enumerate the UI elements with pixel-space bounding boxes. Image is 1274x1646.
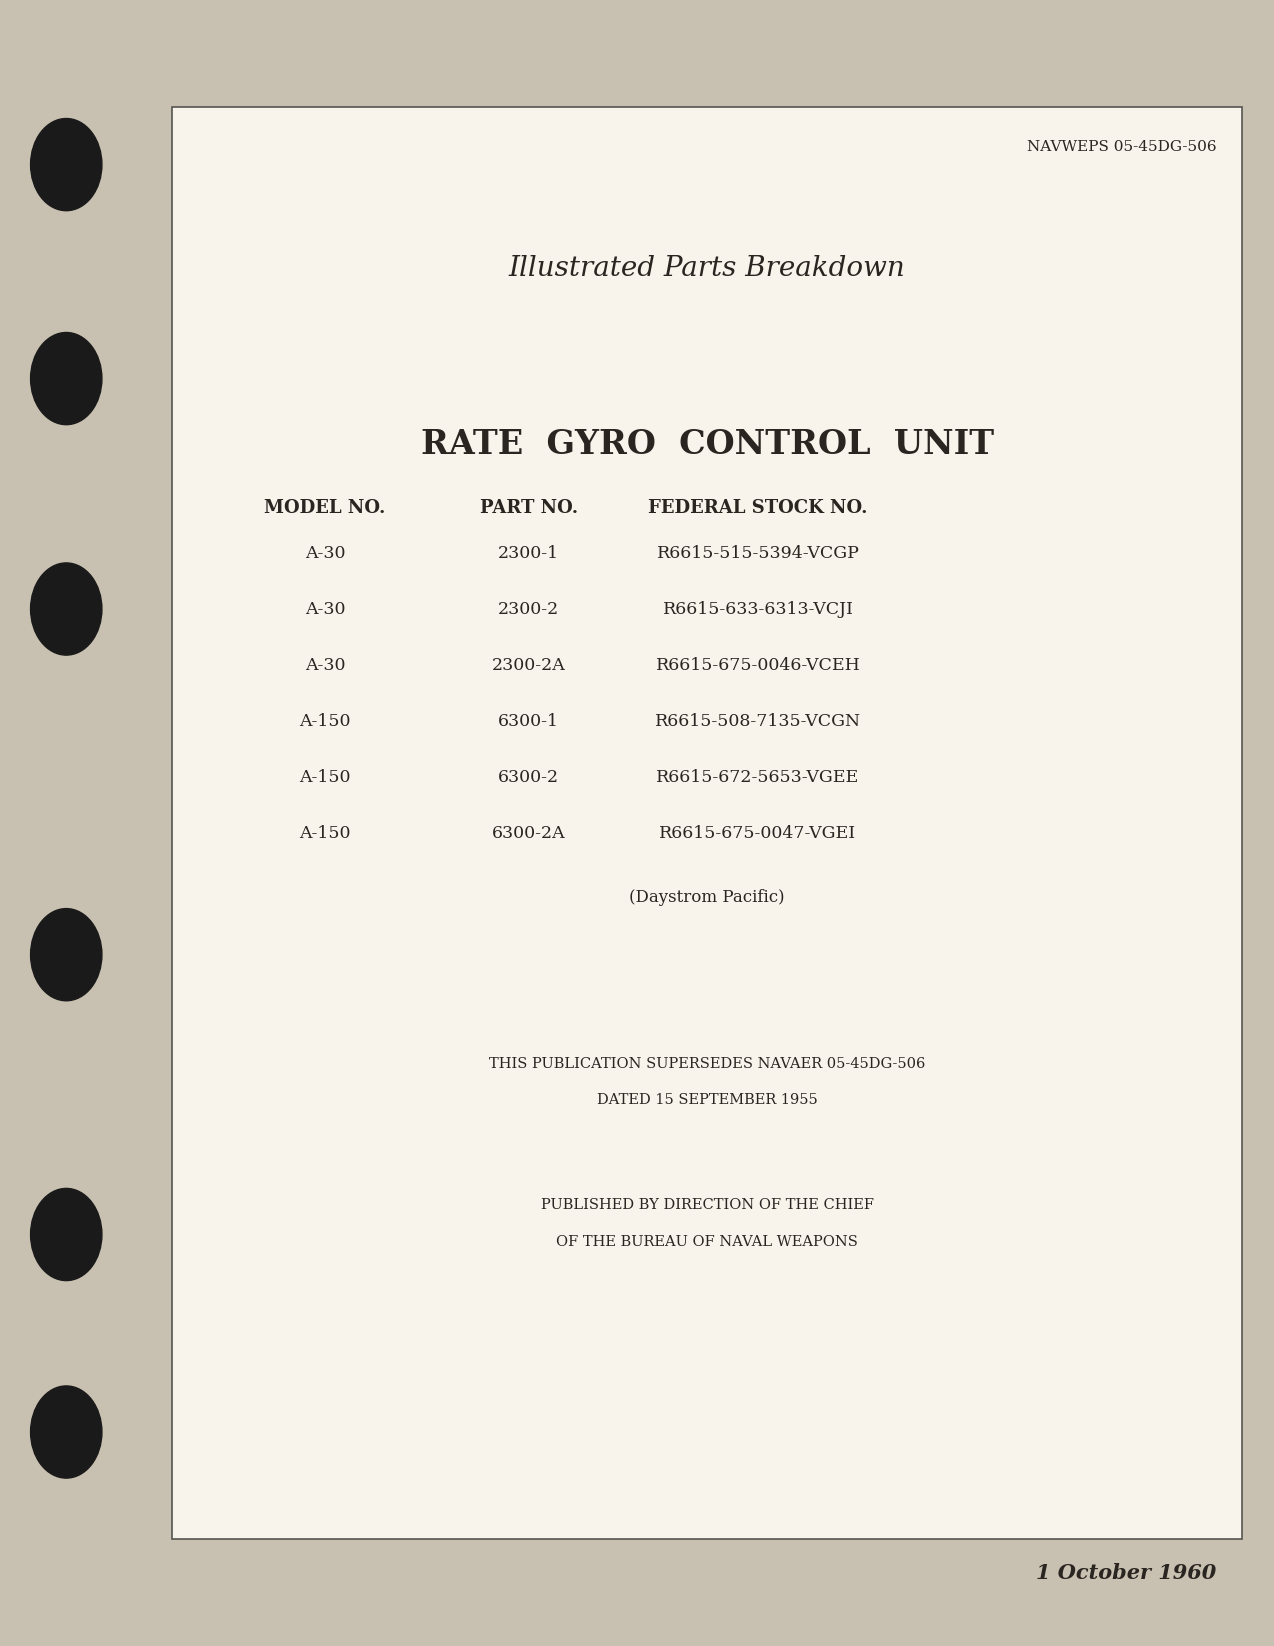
Text: 6300-2A: 6300-2A [492, 825, 566, 841]
Text: A-150: A-150 [299, 825, 350, 841]
Text: R6615-675-0046-VCEH: R6615-675-0046-VCEH [656, 657, 860, 673]
Circle shape [31, 332, 102, 425]
Text: 2300-2A: 2300-2A [492, 657, 566, 673]
Text: R6615-672-5653-VGEE: R6615-672-5653-VGEE [656, 769, 860, 785]
Circle shape [31, 119, 102, 211]
Text: RATE  GYRO  CONTROL  UNIT: RATE GYRO CONTROL UNIT [420, 428, 994, 461]
Text: A-30: A-30 [304, 601, 345, 617]
Text: OF THE BUREAU OF NAVAL WEAPONS: OF THE BUREAU OF NAVAL WEAPONS [557, 1234, 857, 1249]
Text: NAVWEPS 05-45DG-506: NAVWEPS 05-45DG-506 [1027, 140, 1217, 155]
Text: R6615-675-0047-VGEI: R6615-675-0047-VGEI [660, 825, 856, 841]
Text: A-30: A-30 [304, 657, 345, 673]
Text: R6615-508-7135-VCGN: R6615-508-7135-VCGN [655, 713, 861, 729]
Text: 1 October 1960: 1 October 1960 [1037, 1564, 1217, 1583]
Circle shape [31, 1386, 102, 1478]
Text: THIS PUBLICATION SUPERSEDES NAVAER 05-45DG-506: THIS PUBLICATION SUPERSEDES NAVAER 05-45… [489, 1057, 925, 1072]
Text: DATED 15 SEPTEMBER 1955: DATED 15 SEPTEMBER 1955 [596, 1093, 818, 1108]
Circle shape [31, 563, 102, 655]
Text: 2300-1: 2300-1 [498, 545, 559, 561]
Text: A-150: A-150 [299, 769, 350, 785]
Circle shape [31, 1188, 102, 1281]
Text: R6615-633-6313-VCJI: R6615-633-6313-VCJI [662, 601, 854, 617]
Circle shape [31, 909, 102, 1001]
Text: (Daystrom Pacific): (Daystrom Pacific) [629, 889, 785, 905]
Text: MODEL NO.: MODEL NO. [264, 499, 386, 517]
FancyBboxPatch shape [172, 107, 1242, 1539]
Text: Illustrated Parts Breakdown: Illustrated Parts Breakdown [508, 255, 906, 281]
Text: 6300-2: 6300-2 [498, 769, 559, 785]
Text: A-30: A-30 [304, 545, 345, 561]
Text: PART NO.: PART NO. [479, 499, 578, 517]
Text: 2300-2: 2300-2 [498, 601, 559, 617]
Text: R6615-515-5394-VCGP: R6615-515-5394-VCGP [656, 545, 860, 561]
Text: 6300-1: 6300-1 [498, 713, 559, 729]
Text: A-150: A-150 [299, 713, 350, 729]
Text: PUBLISHED BY DIRECTION OF THE CHIEF: PUBLISHED BY DIRECTION OF THE CHIEF [540, 1198, 874, 1213]
Text: FEDERAL STOCK NO.: FEDERAL STOCK NO. [648, 499, 868, 517]
